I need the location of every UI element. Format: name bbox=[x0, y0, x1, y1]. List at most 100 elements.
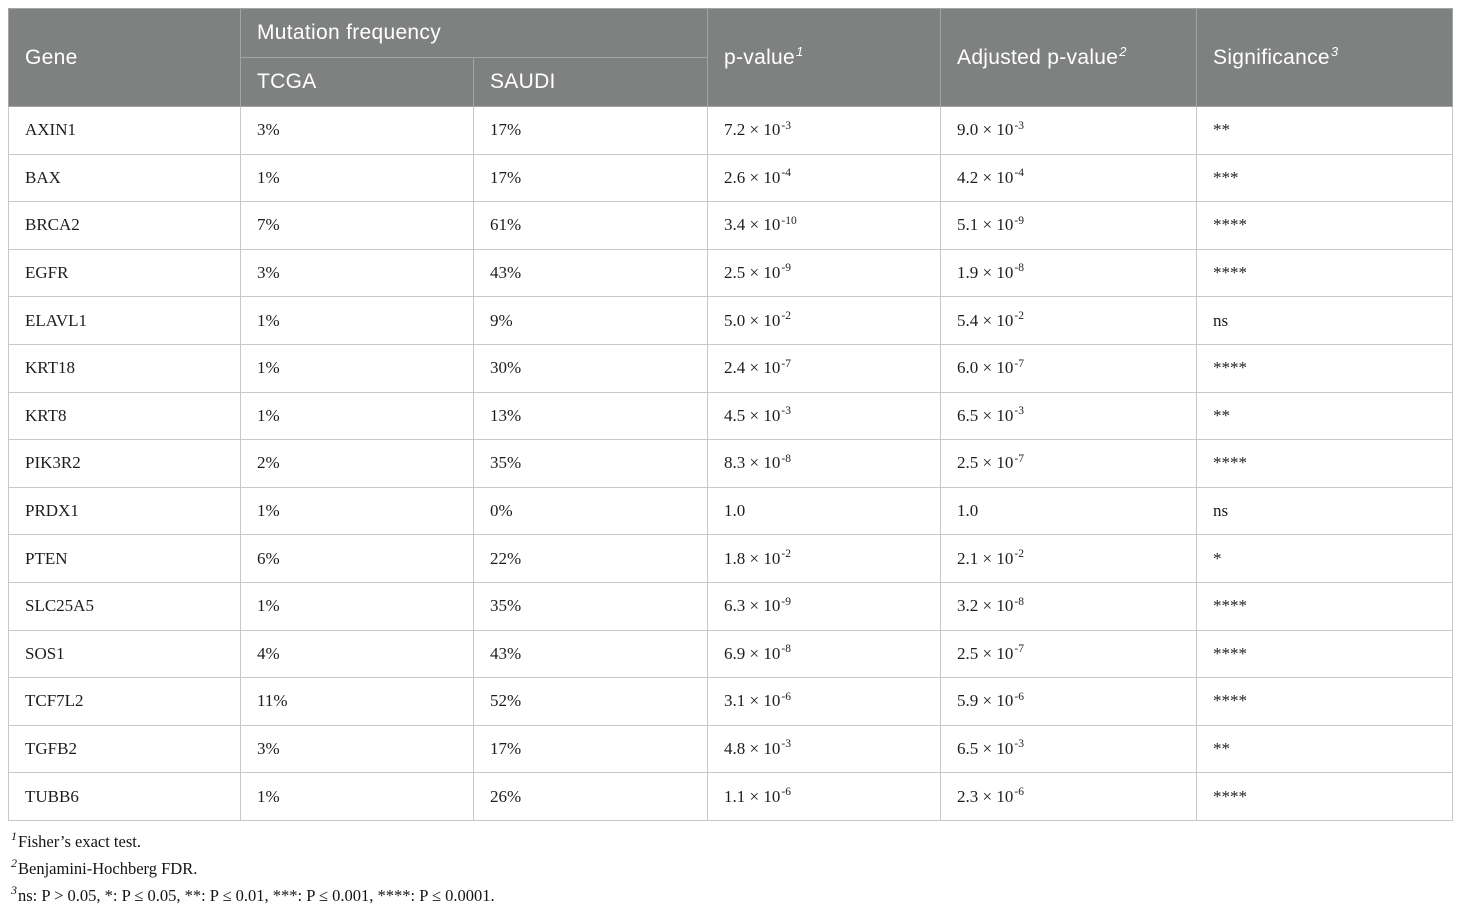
p-value-exponent: -6 bbox=[781, 785, 791, 798]
cell-p-value: 2.6 × 10-4 bbox=[707, 153, 942, 203]
cell-p-value: 7.2 × 10-3 bbox=[707, 106, 942, 155]
cell-significance: ** bbox=[1196, 106, 1454, 155]
cell-saudi: 61% bbox=[472, 201, 709, 250]
col-header-adjusted-p-value: Adjusted p-value2 bbox=[940, 8, 1198, 107]
table-row: PIK3R2 2% 35% 8.3 × 10-8 2.5 × 10-7 **** bbox=[8, 439, 1454, 488]
cell-p-value: 1.0 bbox=[707, 486, 942, 536]
table-row: TGFB2 3% 17% 4.8 × 10-3 6.5 × 10-3 ** bbox=[8, 724, 1454, 774]
p-value-exponent: -2 bbox=[781, 547, 791, 560]
cell-adjusted-p-value: 2.5 × 10-7 bbox=[940, 439, 1198, 488]
cell-adjusted-p-value: 5.9 × 10-6 bbox=[940, 677, 1198, 726]
table-row: KRT18 1% 30% 2.4 × 10-7 6.0 × 10-7 **** bbox=[8, 343, 1454, 393]
cell-saudi: 0% bbox=[472, 486, 709, 536]
footnote-superscript: 3 bbox=[11, 883, 17, 898]
p-value-base: 6.3 × 10 bbox=[724, 596, 781, 616]
cell-p-value: 1.1 × 10-6 bbox=[707, 772, 942, 821]
cell-adjusted-p-value: 5.4 × 10-2 bbox=[940, 296, 1198, 345]
cell-p-value: 4.5 × 10-3 bbox=[707, 391, 942, 441]
adjusted-p-value-base: 2.5 × 10 bbox=[957, 643, 1014, 663]
footnote-text: Benjamini-Hochberg FDR. bbox=[18, 858, 198, 878]
cell-gene: TCF7L2 bbox=[8, 677, 241, 726]
cell-significance: **** bbox=[1196, 629, 1454, 679]
cell-tcga: 11% bbox=[240, 677, 474, 726]
table-row: TUBB6 1% 26% 1.1 × 10-6 2.3 × 10-6 **** bbox=[8, 772, 1454, 821]
cell-tcga: 1% bbox=[240, 153, 474, 203]
cell-saudi: 26% bbox=[472, 772, 709, 821]
p-value-exponent: -3 bbox=[781, 119, 791, 132]
cell-significance: **** bbox=[1196, 439, 1454, 488]
col-header-tcga: TCGA bbox=[240, 57, 474, 107]
adjusted-p-value-base: 5.9 × 10 bbox=[957, 691, 1014, 711]
p-value-base: 1.8 × 10 bbox=[724, 548, 781, 568]
adjusted-p-value-exponent: -9 bbox=[1014, 214, 1024, 227]
cell-tcga: 1% bbox=[240, 772, 474, 821]
cell-tcga: 3% bbox=[240, 248, 474, 298]
p-value-exponent: -8 bbox=[781, 452, 791, 465]
cell-p-value: 5.0 × 10-2 bbox=[707, 296, 942, 345]
adjusted-p-value-exponent: -8 bbox=[1014, 262, 1024, 275]
cell-significance: **** bbox=[1196, 343, 1454, 393]
adjusted-p-value-exponent: -7 bbox=[1014, 357, 1024, 370]
cell-significance: *** bbox=[1196, 153, 1454, 203]
adjusted-p-value-base: 5.1 × 10 bbox=[957, 215, 1014, 235]
cell-saudi: 22% bbox=[472, 534, 709, 583]
cell-adjusted-p-value: 6.0 × 10-7 bbox=[940, 343, 1198, 393]
table-row: AXIN1 3% 17% 7.2 × 10-3 9.0 × 10-3 ** bbox=[8, 106, 1454, 155]
p-value-base: 6.9 × 10 bbox=[724, 643, 781, 663]
footnote-superscript: 1 bbox=[11, 829, 17, 844]
cell-saudi: 52% bbox=[472, 677, 709, 726]
footnote-superscript: 2 bbox=[11, 856, 17, 871]
table-row: EGFR 3% 43% 2.5 × 10-9 1.9 × 10-8 **** bbox=[8, 248, 1454, 298]
p-value-exponent: -10 bbox=[781, 214, 797, 227]
footnote-text: Fisher’s exact test. bbox=[18, 831, 141, 851]
cell-saudi: 35% bbox=[472, 581, 709, 631]
p-value-base: 1.0 bbox=[724, 501, 746, 521]
cell-gene: SLC25A5 bbox=[8, 581, 241, 631]
cell-adjusted-p-value: 6.5 × 10-3 bbox=[940, 391, 1198, 441]
cell-tcga: 1% bbox=[240, 486, 474, 536]
cell-significance: **** bbox=[1196, 772, 1454, 821]
p-value-base: 1.1 × 10 bbox=[724, 786, 781, 806]
adjusted-p-value-exponent: -8 bbox=[1014, 595, 1024, 608]
adjusted-p-value-base: 6.5 × 10 bbox=[957, 405, 1014, 425]
cell-tcga: 7% bbox=[240, 201, 474, 250]
cell-saudi: 17% bbox=[472, 106, 709, 155]
p-value-base: 4.8 × 10 bbox=[724, 739, 781, 759]
p-value-header-label: p-value bbox=[724, 45, 795, 69]
col-header-saudi: SAUDI bbox=[472, 57, 709, 107]
cell-saudi: 17% bbox=[472, 153, 709, 203]
cell-tcga: 1% bbox=[240, 343, 474, 393]
adjusted-p-value-base: 2.1 × 10 bbox=[957, 548, 1014, 568]
adjusted-p-value-exponent: -6 bbox=[1014, 785, 1024, 798]
cell-significance: **** bbox=[1196, 581, 1454, 631]
cell-adjusted-p-value: 3.2 × 10-8 bbox=[940, 581, 1198, 631]
adjusted-p-value-base: 6.5 × 10 bbox=[957, 739, 1014, 759]
cell-tcga: 1% bbox=[240, 391, 474, 441]
table-body: AXIN1 3% 17% 7.2 × 10-3 9.0 × 10-3 ** BA… bbox=[8, 106, 1454, 821]
cell-p-value: 2.5 × 10-9 bbox=[707, 248, 942, 298]
adjusted-p-value-exponent: -6 bbox=[1014, 690, 1024, 703]
footnote-benjamini-hochberg: 2Benjamini-Hochberg FDR. bbox=[11, 855, 1452, 882]
cell-significance: ** bbox=[1196, 391, 1454, 441]
cell-adjusted-p-value: 2.1 × 10-2 bbox=[940, 534, 1198, 583]
cell-saudi: 17% bbox=[472, 724, 709, 774]
cell-significance: **** bbox=[1196, 677, 1454, 726]
cell-adjusted-p-value: 4.2 × 10-4 bbox=[940, 153, 1198, 203]
cell-significance: * bbox=[1196, 534, 1454, 583]
cell-p-value: 4.8 × 10-3 bbox=[707, 724, 942, 774]
p-value-header-superscript: 1 bbox=[796, 43, 804, 59]
table-row: TCF7L2 11% 52% 3.1 × 10-6 5.9 × 10-6 ***… bbox=[8, 677, 1454, 726]
p-value-exponent: -3 bbox=[781, 738, 791, 751]
cell-adjusted-p-value: 1.0 bbox=[940, 486, 1198, 536]
cell-tcga: 4% bbox=[240, 629, 474, 679]
significance-header-superscript: 3 bbox=[1330, 43, 1339, 59]
adjusted-p-value-exponent: -7 bbox=[1014, 452, 1024, 465]
cell-significance: ** bbox=[1196, 724, 1454, 774]
cell-gene: EGFR bbox=[8, 248, 241, 298]
cell-gene: TGFB2 bbox=[8, 724, 241, 774]
adjusted-p-value-header-superscript: 2 bbox=[1119, 43, 1127, 59]
p-value-exponent: -9 bbox=[781, 595, 791, 608]
cell-p-value: 8.3 × 10-8 bbox=[707, 439, 942, 488]
p-value-base: 2.6 × 10 bbox=[724, 167, 781, 187]
